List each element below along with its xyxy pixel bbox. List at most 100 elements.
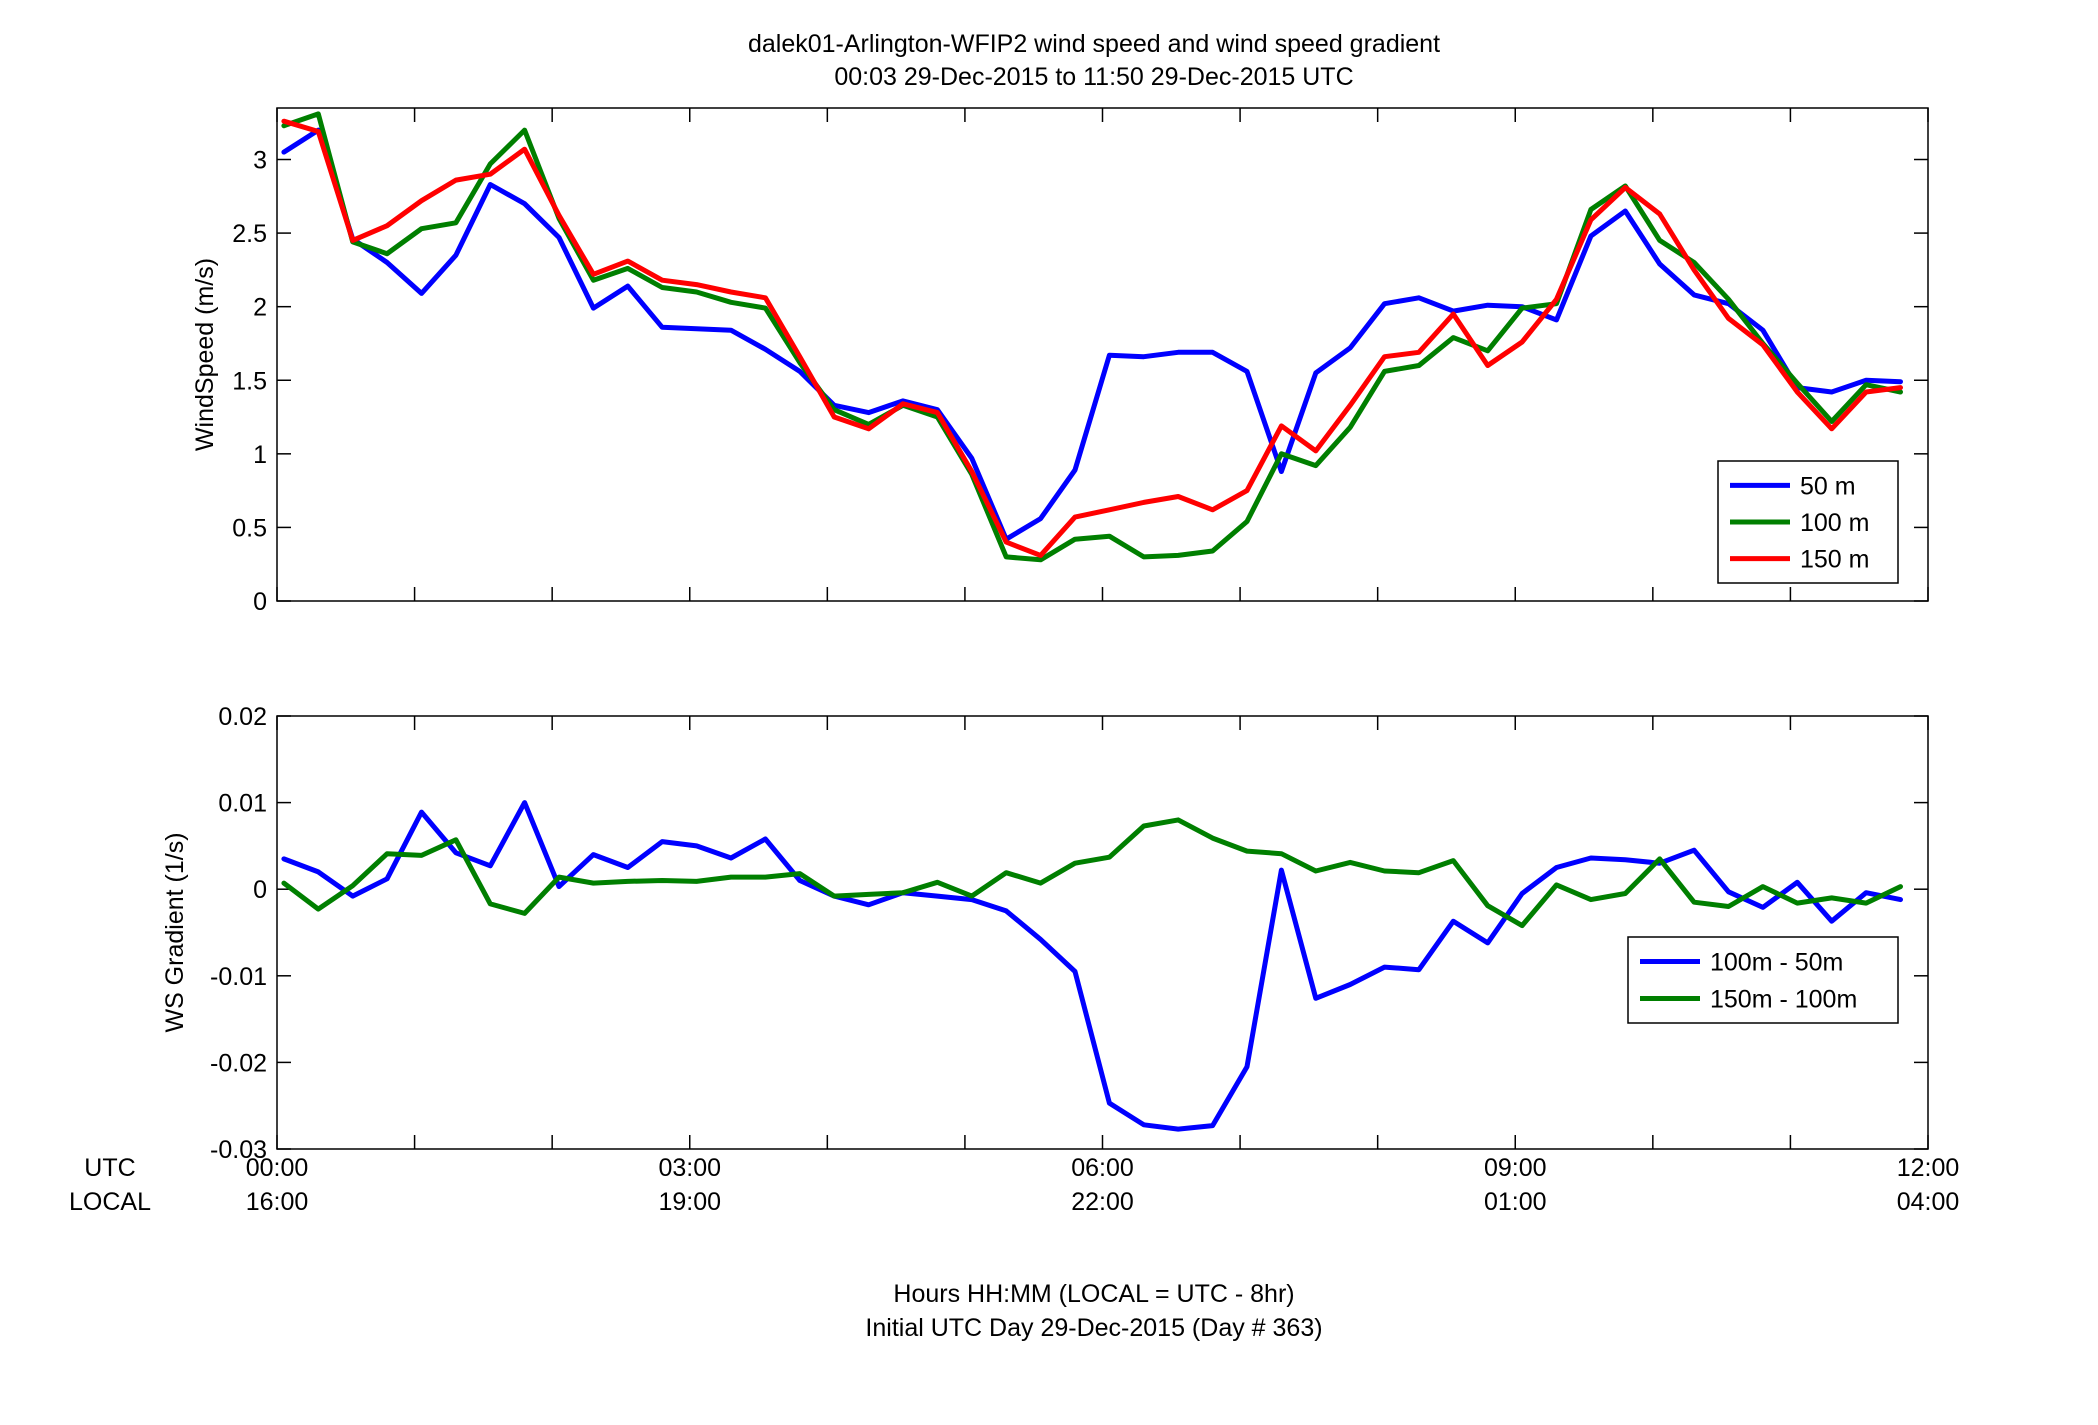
ws-data-point-50-m xyxy=(1106,352,1112,358)
grad-series-line-150m-100m xyxy=(281,817,1903,929)
grad-series-line-100m-50m xyxy=(281,800,1903,1132)
ws-data-point-150-m xyxy=(1657,211,1663,217)
ws-data-point-150-m xyxy=(590,271,596,277)
ws-data-point-100-m xyxy=(1519,305,1525,311)
grad-data-point-150m-100m xyxy=(1141,823,1147,829)
grad-data-point-150m-100m xyxy=(1588,897,1594,903)
grad-data-point-150m-100m xyxy=(556,874,562,880)
ws-data-point-100-m xyxy=(728,299,734,305)
ws-data-point-100-m xyxy=(1382,368,1388,374)
ws-data-point-150-m xyxy=(1691,267,1697,273)
grad-data-point-100m-50m xyxy=(625,865,631,871)
grad-ytick-label: 0.01 xyxy=(218,790,267,818)
ws-data-point-150-m xyxy=(1485,363,1491,369)
ws-data-point-150-m xyxy=(419,198,425,204)
grad-data-point-100m-50m xyxy=(487,863,493,869)
ws-data-point-100-m xyxy=(1588,207,1594,213)
ws-legend-label: 150 m xyxy=(1800,546,1869,574)
grad-data-point-100m-50m xyxy=(1622,857,1628,863)
grad-data-point-150m-100m xyxy=(1794,900,1800,906)
ws-data-point-100-m xyxy=(384,251,390,257)
grad-data-point-150m-100m xyxy=(1038,880,1044,886)
grad-data-point-100m-50m xyxy=(556,884,562,890)
x-axis-sublabel: Initial UTC Day 29-Dec-2015 (Day # 363) xyxy=(865,1314,1322,1342)
grad-data-point-100m-50m xyxy=(350,893,356,899)
ws-data-point-150-m xyxy=(1141,499,1147,505)
grad-data-point-150m-100m xyxy=(1760,884,1766,890)
ws-ytick-label: 2.5 xyxy=(232,220,267,248)
grad-data-point-100m-50m xyxy=(934,893,940,899)
grad-data-point-150m-100m xyxy=(522,910,528,916)
grad-data-point-100m-50m xyxy=(1829,918,1835,924)
grad-data-point-100m-50m xyxy=(797,878,803,884)
grad-data-point-100m-50m xyxy=(1347,982,1353,988)
ws-data-point-50-m xyxy=(1588,233,1594,239)
ws-data-point-50-m xyxy=(1485,302,1491,308)
grad-data-point-150m-100m xyxy=(1072,860,1078,866)
grad-data-point-100m-50m xyxy=(1072,969,1078,975)
ws-data-point-150-m xyxy=(1794,389,1800,395)
grad-data-point-150m-100m xyxy=(1382,868,1388,874)
grad-data-point-150m-100m xyxy=(659,878,665,884)
grad-data-point-150m-100m xyxy=(1622,891,1628,897)
grad-data-point-100m-50m xyxy=(1898,897,1904,903)
ws-data-point-50-m xyxy=(1347,345,1353,351)
ws-data-point-100-m xyxy=(1347,424,1353,430)
grad-data-point-150m-100m xyxy=(487,901,493,907)
ws-data-point-150-m xyxy=(969,469,975,475)
grad-data-point-150m-100m xyxy=(1106,854,1112,860)
ws-series-line-150-m xyxy=(281,118,1903,558)
ws-data-point-50-m xyxy=(1554,317,1560,323)
grad-data-point-100m-50m xyxy=(762,836,768,842)
grad-data-point-150m-100m xyxy=(694,878,700,884)
ws-data-point-150-m xyxy=(1003,539,1009,545)
grad-data-point-150m-100m xyxy=(969,893,975,899)
ws-data-point-50-m xyxy=(1313,370,1319,376)
utc-row-label: UTC xyxy=(84,1154,135,1182)
grad-data-point-150m-100m xyxy=(1863,900,1869,906)
ws-data-point-100-m xyxy=(1657,237,1663,243)
ws-data-point-150-m xyxy=(1416,349,1422,355)
ws-legend-label: 50 m xyxy=(1800,472,1856,500)
ws-data-point-50-m xyxy=(1210,349,1216,355)
grad-data-point-150m-100m xyxy=(934,879,940,885)
grad-data-point-150m-100m xyxy=(728,874,734,880)
ws-data-point-150-m xyxy=(900,401,906,407)
windspeed-panel: 0 0.5 1 1.5 2 2.5 3 WindSpeed (m/s) 50 m 100 m 150… xyxy=(191,107,1929,616)
ws-data-point-100-m xyxy=(315,111,321,117)
ws-data-point-100-m xyxy=(1450,335,1456,341)
grad-y-axis-label: WS Gradient (1/s) xyxy=(161,832,189,1032)
ws-data-point-50-m xyxy=(281,149,287,155)
ws-data-point-50-m xyxy=(1691,292,1697,298)
figure-title: dalek01-Arlington-WFIP2 wind speed and w… xyxy=(748,30,1440,58)
ws-data-point-150-m xyxy=(1038,552,1044,558)
ws-data-point-150-m xyxy=(1210,507,1216,513)
grad-ytick-label: 0.02 xyxy=(218,703,267,731)
ws-data-point-150-m xyxy=(315,129,321,135)
grad-data-point-150m-100m xyxy=(1416,870,1422,876)
ws-ytick-label: 0.5 xyxy=(232,514,267,542)
xtick-label-utc: 03:00 xyxy=(658,1154,721,1182)
grad-data-point-100m-50m xyxy=(281,856,287,862)
grad-data-point-100m-50m xyxy=(1141,1122,1147,1128)
grad-data-point-100m-50m xyxy=(590,852,596,858)
ws-data-point-150-m xyxy=(453,177,459,183)
ws-data-point-150-m xyxy=(728,289,734,295)
ws-y-axis-label: WindSpeed (m/s) xyxy=(191,258,219,451)
grad-data-point-150m-100m xyxy=(350,883,356,889)
ws-data-point-150-m xyxy=(762,295,768,301)
ws-data-point-150-m xyxy=(1106,507,1112,513)
ws-data-point-50-m xyxy=(728,327,734,333)
ws-data-point-100-m xyxy=(590,277,596,283)
grad-data-point-150m-100m xyxy=(1519,923,1525,929)
ws-data-point-50-m xyxy=(1829,389,1835,395)
ws-data-point-150-m xyxy=(1554,296,1560,302)
ws-data-point-50-m xyxy=(762,346,768,352)
grad-data-point-100m-50m xyxy=(1210,1123,1216,1129)
grad-data-point-150m-100m xyxy=(1450,858,1456,864)
ws-data-point-150-m xyxy=(281,118,287,124)
ws-data-point-150-m xyxy=(1175,494,1181,500)
ws-ytick-label: 0 xyxy=(253,588,267,616)
ws-data-point-150-m xyxy=(1072,514,1078,520)
